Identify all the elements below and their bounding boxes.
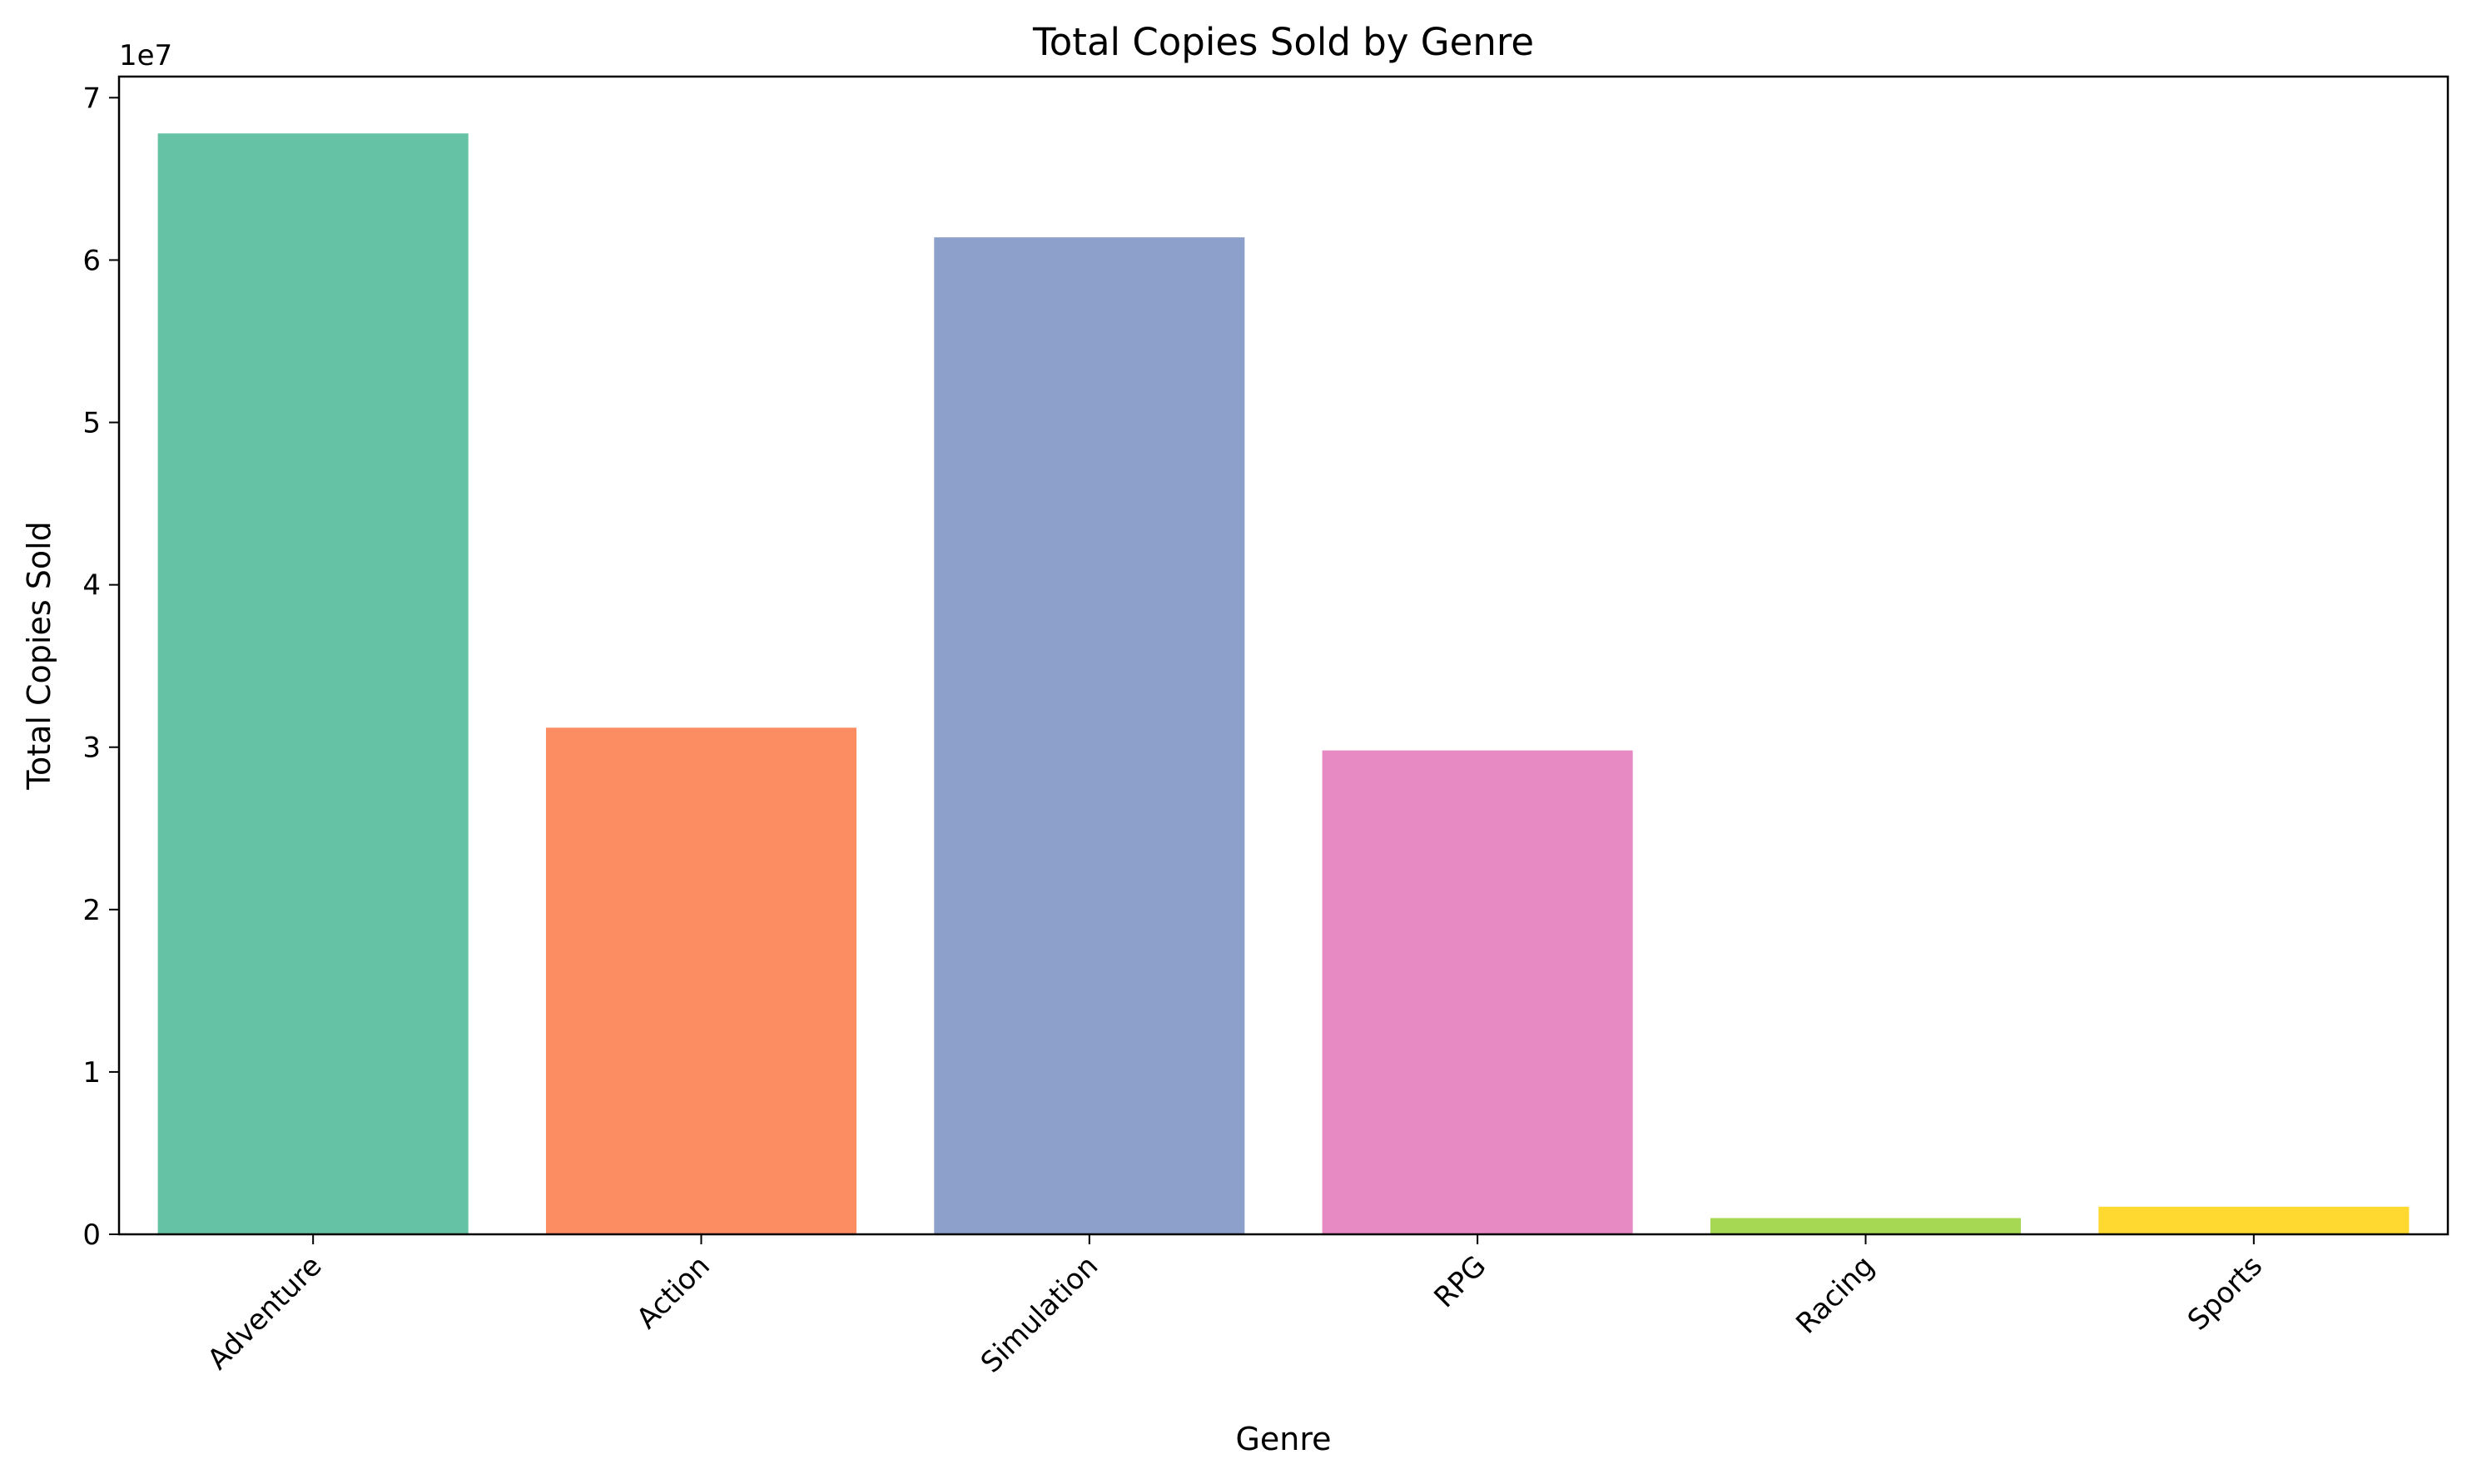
y-tick-label: 2 (82, 894, 101, 927)
y-tick-label: 7 (82, 82, 101, 115)
bars-group (157, 133, 2410, 1235)
y-tick-label: 6 (82, 244, 101, 277)
bar-simulation (934, 237, 1245, 1234)
x-axis-title: Genre (1235, 1421, 1331, 1457)
bar-racing (1710, 1218, 2022, 1234)
plot-frame (117, 75, 2450, 1236)
bar-sports (2098, 1206, 2410, 1234)
y-tick-label: 4 (82, 569, 101, 603)
y-axis-ticks: 0 1 2 3 4 5 6 7 (82, 82, 119, 1252)
bar-rpg (1322, 750, 1633, 1234)
y-tick-label: 0 (82, 1218, 101, 1252)
y-axis-title: Total Copies Sold (21, 521, 57, 791)
y-tick-label: 3 (82, 732, 101, 765)
chart-title: Total Copies Sold by Genre (1032, 20, 1534, 64)
bar-adventure (157, 133, 469, 1235)
y-axis-offset-label: 1e7 (119, 39, 172, 72)
bar-action (545, 727, 857, 1234)
y-tick-label: 1 (82, 1056, 101, 1089)
y-tick-label: 5 (82, 407, 101, 440)
